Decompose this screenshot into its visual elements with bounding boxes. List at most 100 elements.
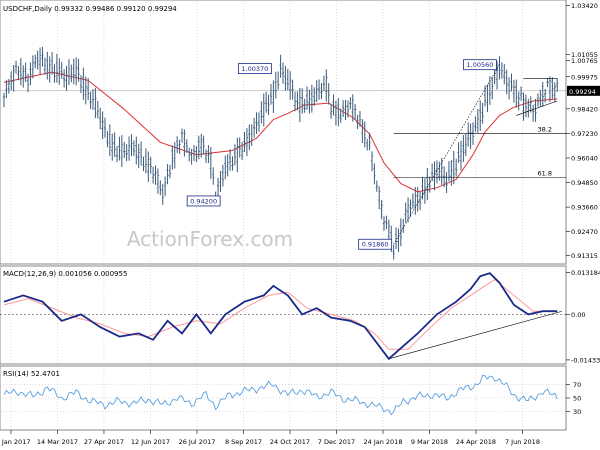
price-bar (519, 86, 523, 101)
price-bar (327, 83, 330, 105)
annotation-label: 0.91860 (362, 241, 389, 249)
price-bar (450, 160, 453, 186)
rsi-line (3, 375, 558, 416)
price-bar (161, 183, 164, 206)
price-bar (459, 140, 463, 171)
x-tick-label: 24 Oct 2017 (270, 438, 310, 446)
price-bar (31, 55, 35, 79)
price-bar (185, 139, 188, 153)
price-bar (329, 103, 333, 119)
price-bar (269, 84, 273, 105)
price-bar (531, 105, 535, 122)
price-bar (99, 107, 102, 130)
price-bar (26, 73, 30, 93)
price-bar (486, 84, 489, 113)
price-bar (79, 75, 83, 94)
price-bar (281, 62, 285, 84)
price-level-annotation: 1.00560 (463, 59, 497, 71)
price-bar (127, 136, 131, 161)
annotation-box (186, 195, 221, 207)
price-bar (303, 98, 306, 113)
price-bar (94, 87, 97, 119)
price-level-annotation: 0.91860 (358, 238, 393, 250)
price-bar (240, 141, 244, 160)
price-bar (491, 77, 494, 100)
price-bar (551, 77, 554, 99)
price-bar (474, 116, 477, 132)
price-y-tick-label: 1.03420 (571, 2, 598, 10)
price-bar (67, 59, 71, 86)
price-bar (202, 135, 205, 155)
macd-y-tick-label: 0.013184 (571, 269, 600, 277)
price-bar (216, 177, 220, 196)
price-bar (248, 124, 251, 150)
price-bar (435, 160, 439, 184)
macd-lines (3, 272, 563, 361)
annotation-label: 1.00560 (467, 61, 494, 69)
price-bar (373, 163, 376, 185)
price-bar (120, 135, 124, 168)
price-bar (62, 69, 66, 88)
price-bar (204, 149, 208, 163)
price-bar (320, 83, 323, 100)
price-bar (65, 65, 68, 91)
price-bar (512, 79, 516, 103)
price-bar (219, 170, 222, 192)
price-bar (522, 92, 525, 121)
rsi-y-tick-label: 70 (573, 381, 581, 389)
price-bar (91, 89, 95, 110)
x-axis: 27 Jan 2017 14 Mar 2017 27 Apr 2017 12 Jun … (0, 429, 566, 446)
price-bar (466, 122, 470, 147)
price-bar (209, 146, 213, 180)
price-bar (115, 145, 119, 162)
price-bar (462, 135, 465, 163)
price-bar (399, 218, 403, 247)
price-bar (17, 66, 20, 81)
price-bar (555, 78, 559, 92)
price-bar (416, 187, 419, 212)
macd-y-tick-label: -0.014339 (571, 356, 600, 364)
price-bar (89, 91, 92, 109)
price-bar (500, 62, 504, 79)
price-bar (380, 199, 383, 220)
price-bar (505, 69, 508, 95)
x-tick-label: 24 Jan 2018 (363, 438, 402, 446)
rsi-line (3, 375, 558, 416)
price-bar (454, 158, 458, 177)
x-tick-label: 24 Apr 2018 (456, 438, 496, 446)
rsi-y-axis: 70 50 30 (566, 381, 581, 416)
price-bar (236, 137, 239, 173)
price-bar (430, 163, 434, 182)
fib-level-label: 61.8 (538, 169, 552, 177)
price-bar (529, 96, 532, 113)
price-y-tick-label: 0.96040 (571, 154, 598, 162)
price-bar (142, 156, 145, 172)
price-y-tick-label: 0.99975 (571, 73, 598, 81)
price-bar (245, 128, 249, 157)
price-bar (346, 100, 350, 118)
price-bar (284, 65, 287, 91)
price-bar (233, 144, 237, 166)
rsi-title: RSI(14) 52.4701 (3, 370, 60, 378)
price-bar (517, 91, 520, 111)
price-bar (421, 176, 424, 200)
price-bar (106, 131, 109, 148)
price-bar (200, 133, 203, 158)
price-bar (226, 154, 229, 177)
price-bar (46, 51, 49, 80)
price-bar (476, 109, 480, 133)
price-level-annotation: 0.94200 (186, 195, 221, 207)
price-bar (394, 227, 398, 249)
x-tick-label: 8 Sep 2017 (225, 438, 262, 446)
price-bar (315, 80, 318, 103)
price-bar (77, 58, 80, 82)
price-bar (339, 108, 342, 123)
price-bar (197, 135, 201, 160)
current-price-tag (567, 85, 600, 96)
price-bar (183, 129, 186, 157)
annotation-box (463, 59, 497, 71)
price-bar (10, 71, 13, 91)
price-bar (228, 149, 232, 171)
price-bar (534, 98, 537, 122)
